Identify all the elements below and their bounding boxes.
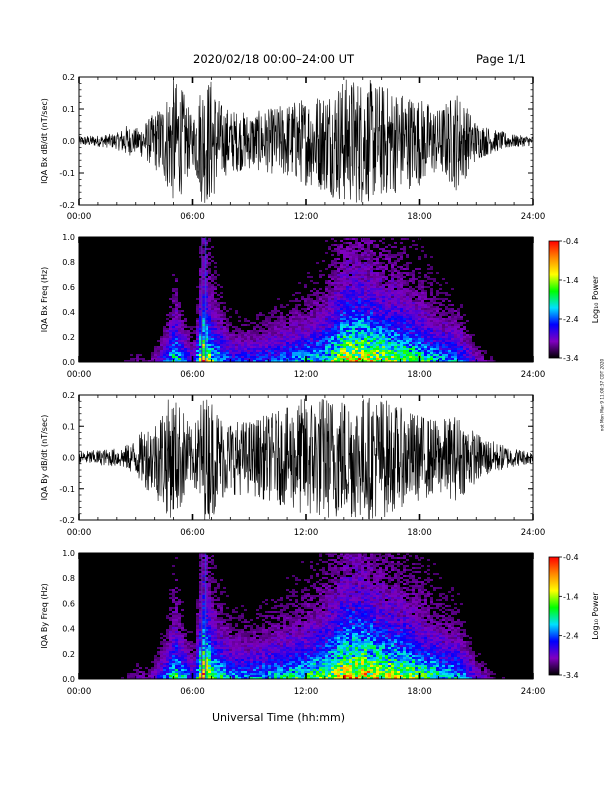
by-dbdt-ytick-label: 0.2 — [62, 391, 75, 400]
x-axis-title: Universal Time (hh:mm) — [212, 711, 345, 724]
by-dbdt-xtick-label: 06:00 — [180, 528, 205, 538]
by-dbdt-ytick-label: -0.2 — [59, 516, 75, 525]
bx-freq-ytick-label: 0.6 — [62, 283, 75, 292]
by-freq-ytick-label: 0.0 — [62, 675, 75, 684]
bx-freq-streak — [201, 237, 203, 362]
bx-freq-xtick-label: 06:00 — [180, 370, 205, 380]
by-dbdt-ylabel: IQA By dB/dt (nT/sec) — [40, 415, 49, 501]
by-freq-colorbar-label: -0.4 — [563, 553, 579, 562]
by-freq-ytick-label: 0.6 — [62, 599, 75, 608]
bx-freq-ytick-label: 1.0 — [62, 233, 75, 242]
bx-freq-ytick-label: 0.8 — [62, 258, 75, 267]
by-dbdt-xtick-label: 24:00 — [521, 528, 546, 538]
by-dbdt-trace — [79, 397, 533, 520]
by-dbdt-xtick-label: 12:00 — [294, 528, 319, 538]
by-freq-cells — [121, 553, 505, 679]
by-dbdt-xtick-label: 18:00 — [407, 528, 432, 538]
bx-freq-colorbar-label: -3.4 — [563, 354, 579, 363]
bx-freq-xtick-label: 12:00 — [294, 370, 319, 380]
by-freq-streak — [204, 553, 207, 679]
bx-freq-cells — [124, 238, 496, 362]
by-freq-panel: 00:00 06:00 12:00 18:00 24:00 1.0 0.8 0.6 0.4 0.2… — [40, 549, 600, 697]
by-freq-streak — [201, 553, 203, 679]
bx-freq-colorbar: -0.4 -1.4 -2.4 -3.4 Log₁₀ Power — [548, 237, 600, 363]
bx-freq-streak — [204, 237, 207, 362]
by-freq-colorbar-label: -3.4 — [563, 671, 579, 680]
by-freq-xtick-label: 00:00 — [67, 687, 92, 697]
by-freq-ytick-label: 1.0 — [62, 549, 75, 558]
bx-dbdt-xtick-label: 06:00 — [180, 212, 205, 222]
bx-freq-ylabel: IQA Bx Freq (Hz) — [40, 267, 49, 333]
bx-freq-colorbar-scale — [548, 240, 560, 359]
bx-dbdt-xtick-label: 24:00 — [521, 212, 546, 222]
bx-dbdt-ylabel: IQA Bx dB/dt (nT/sec) — [40, 98, 49, 184]
bx-dbdt-xtick-label: 18:00 — [407, 212, 432, 222]
by-freq-colorbar-label: -1.4 — [563, 592, 579, 601]
bx-freq-colorbar-label: -2.4 — [563, 315, 579, 324]
bx-freq-ytick-label: 0.4 — [62, 308, 75, 317]
bx-freq-colorbar-label: -1.4 — [563, 276, 579, 285]
by-dbdt-ytick-label: 0.1 — [62, 422, 75, 431]
bx-dbdt-ytick-label: -0.2 — [59, 201, 75, 210]
by-freq-xtick-label: 12:00 — [294, 687, 319, 697]
bx-dbdt-trace — [79, 78, 533, 203]
bx-freq-xtick-label: 00:00 — [67, 370, 92, 380]
by-dbdt-xtick-label: 00:00 — [67, 528, 92, 538]
by-freq-colorbar: -0.4 -1.4 -2.4 -3.4 Log₁₀ Power — [548, 553, 600, 680]
bx-freq-colorbar-label: -0.4 — [563, 237, 579, 246]
by-freq-colorbar-title: Log₁₀ Power — [591, 592, 600, 640]
by-freq-xtick-label: 06:00 — [180, 687, 205, 697]
by-dbdt-panel: 00:00 06:00 12:00 18:00 24:00 0.2 0.1 0.0 -0.1 -0… — [40, 391, 545, 538]
bx-dbdt-ytick-label: -0.1 — [59, 169, 75, 178]
report-title: 2020/02/18 00:00–24:00 UT — [193, 52, 355, 66]
bx-dbdt-ytick-label: 0.1 — [62, 105, 75, 114]
bx-dbdt-ytick-label: 0.0 — [62, 137, 75, 146]
by-freq-colorbar-label: -2.4 — [563, 632, 579, 641]
bx-freq-ytick-label: 0.0 — [62, 358, 75, 367]
by-dbdt-ytick-label: -0.1 — [59, 485, 75, 494]
bx-freq-colorbar-title: Log₁₀ Power — [591, 275, 600, 323]
by-freq-ytick-label: 0.8 — [62, 574, 75, 583]
by-freq-ytick-label: 0.2 — [62, 650, 75, 659]
bx-dbdt-ytick-label: 0.2 — [62, 73, 75, 82]
bx-freq-xtick-label: 18:00 — [407, 370, 432, 380]
bx-dbdt-xtick-label: 00:00 — [67, 212, 92, 222]
by-dbdt-ytick-label: 0.0 — [62, 454, 75, 463]
by-freq-xtick-label: 24:00 — [521, 687, 546, 697]
bx-dbdt-panel: 00:00 06:00 12:00 18:00 24:00 0.2 0.1 0.0 -0.1 -0… — [40, 73, 545, 222]
bx-freq-panel: 00:00 06:00 12:00 18:00 24:00 1.0 0.8 0.6 0.4 0.2… — [40, 233, 600, 380]
by-freq-xtick-label: 18:00 — [407, 687, 432, 697]
by-freq-colorbar-scale — [548, 556, 560, 676]
by-freq-ytick-label: 0.4 — [62, 625, 75, 634]
bx-dbdt-xtick-label: 12:00 — [294, 212, 319, 222]
generation-stamp: not Mon Mar 9 11:00:37 CDT 2020 — [599, 358, 605, 432]
by-freq-ylabel: IQA By Freq (Hz) — [40, 583, 49, 649]
bx-freq-ytick-label: 0.2 — [62, 333, 75, 342]
bx-freq-xtick-label: 24:00 — [521, 370, 546, 380]
page-number: Page 1/1 — [476, 52, 527, 66]
